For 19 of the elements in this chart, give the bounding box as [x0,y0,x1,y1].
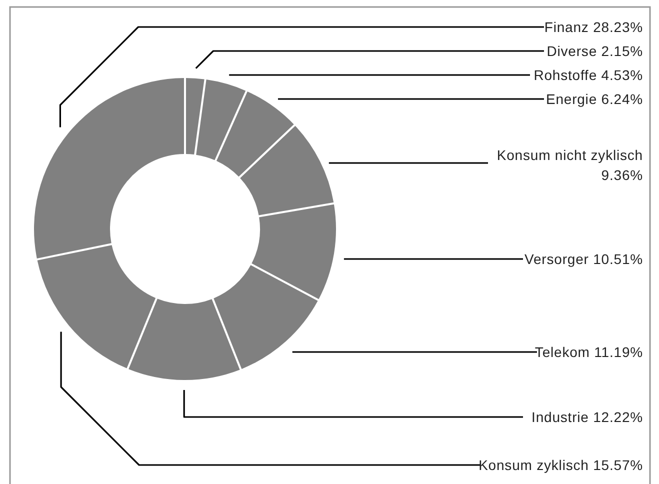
slice-label: Rohstoffe 4.53% [534,67,643,83]
donut-slice [128,298,240,380]
donut-slice [37,245,156,368]
slice-label: Telekom 11.19% [534,344,643,360]
donut-slice [214,265,318,369]
donut-slice [196,80,246,160]
slice-label: Konsum nicht zyklisch [496,147,643,163]
data-label: 9.36% [601,167,643,183]
donut-slice [240,126,334,216]
donut-slice [216,92,294,177]
slice-label: Konsum zyklisch 15.57% [478,457,643,473]
slice-label: Versorger 10.51% [524,251,643,267]
slice-label: Energie 6.24% [546,91,643,107]
slice-label: Industrie 12.22% [532,409,643,425]
donut-slice [34,78,184,258]
slice-label: Finanz 28.23% [544,19,643,35]
donut-slice [186,78,204,155]
slice-label: Diverse 2.15% [546,43,643,59]
donut-slice [252,204,336,300]
